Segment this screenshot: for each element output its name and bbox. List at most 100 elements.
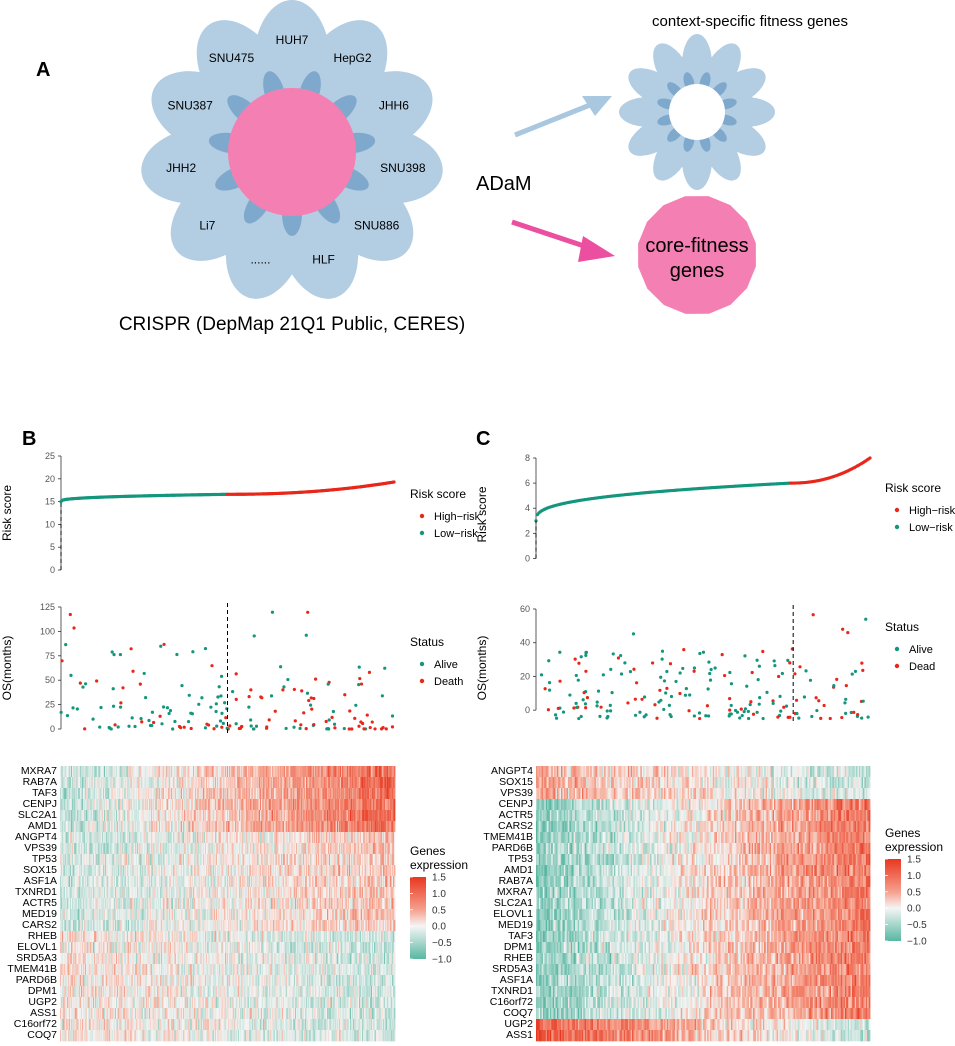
os-point [312,696,316,701]
heatmap-cell [394,876,396,888]
os-point [65,714,70,718]
heatmap-cell [183,854,186,866]
heatmap-cell [239,832,242,844]
heatmap-cell [205,832,207,844]
heatmap-cell [279,854,281,866]
heatmap-cell [348,799,350,811]
heatmap-cell [70,832,72,844]
heatmap-cell [94,865,97,877]
os-point [234,697,238,702]
heatmap-cell [115,876,117,888]
heatmap-cell [394,832,396,844]
heatmap-cell [171,821,174,833]
heatmap-cell [382,777,384,789]
heatmap-cell [330,865,333,877]
heatmap-cell [74,832,76,844]
heatmap-cell [329,832,332,844]
heatmap-cell [197,832,199,844]
heatmap-cell [249,876,251,888]
heatmap-cell [79,799,81,811]
heatmap-cell [167,876,169,888]
heatmap-cell [344,799,346,811]
heatmap-cell [148,865,150,877]
heatmap-cell [258,799,260,811]
heatmap-cell [347,788,349,800]
heatmap-cell [288,777,290,789]
heatmap-cell [183,821,186,833]
heatmap-cell [254,843,256,855]
heatmap-cell [255,865,257,877]
heatmap-cell [160,876,162,888]
heatmap-cell [92,876,94,888]
heatmap-cell [195,788,198,800]
heatmap-cell [82,854,84,866]
heatmap-cell [253,766,255,778]
heatmap-cell [300,766,302,778]
heatmap-cell [150,821,153,833]
heatmap-cell [362,821,365,833]
heatmap-cell [245,843,247,855]
heatmap-cell [98,854,100,866]
heatmap-cell [323,766,325,778]
heatmap-cell [301,799,303,811]
heatmap-cell [208,843,210,855]
heatmap-cell [323,788,325,800]
heatmap-cell [191,854,193,866]
heatmap-cell [102,777,104,789]
heatmap-cell [123,810,125,822]
heatmap-cell [339,832,342,844]
heatmap-cell [367,821,369,833]
heatmap-cell [325,865,327,877]
heatmap-cell [179,766,181,778]
heatmap-cell [62,854,65,866]
heatmap-cell [174,865,177,877]
heatmap-cell [338,810,340,822]
heatmap-cell [181,777,183,789]
heatmap-cell [133,843,135,855]
heatmap-cell [315,799,317,811]
os-point [159,644,163,648]
heatmap-cell [279,821,281,833]
heatmap-cell [288,799,290,811]
heatmap-cell [233,788,235,800]
heatmap-cell [215,821,217,833]
heatmap-cell [148,799,150,811]
heatmap-cell [296,810,299,822]
crispr-caption: CRISPR (DepMap 21Q1 Public, CERES) [119,314,465,335]
heatmap-cell [108,843,110,855]
heatmap-cell [104,777,107,789]
heatmap-cell [326,810,328,822]
heatmap-cell [328,766,331,778]
heatmap-cell [261,810,263,822]
heatmap-cell [156,876,158,888]
heatmap-cell [376,832,378,844]
heatmap-cell [103,766,105,778]
heatmap-cell [149,821,152,833]
heatmap-cell [224,865,226,877]
heatmap-cell [320,854,322,866]
heatmap-cell [312,821,314,833]
heatmap-cell [234,766,236,778]
cell-line-label: HLF [312,252,335,266]
heatmap-cell [300,854,302,866]
heatmap-cell [277,777,279,789]
heatmap-cell [169,821,171,833]
heatmap-cell [366,821,368,833]
heatmap-cell [78,766,80,778]
heatmap-cell [76,865,78,877]
heatmap-cell [382,788,384,800]
heatmap-cell [346,843,348,855]
heatmap-cell [366,865,368,877]
heatmap-cell [156,766,158,778]
heatmap-cell [194,810,196,822]
heatmap-cell [218,766,221,778]
heatmap-cell [104,832,106,844]
heatmap-cell [89,854,91,866]
heatmap-cell [268,821,270,833]
heatmap-cell [294,854,297,866]
heatmap-cell [250,766,253,778]
os-point [309,696,313,700]
heatmap-cell [294,766,297,778]
heatmap-cell [230,810,233,822]
